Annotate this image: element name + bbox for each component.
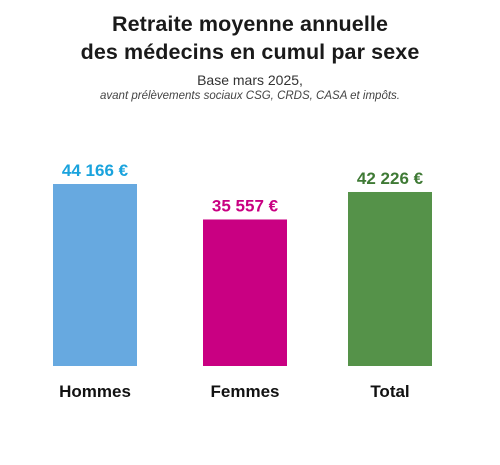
chart-title-line-1: Retraite moyenne annuelle bbox=[111, 12, 389, 36]
bar-hommes bbox=[53, 184, 137, 366]
bar-value-label-femmes: 35 557 € bbox=[212, 196, 279, 215]
bar-total bbox=[348, 191, 432, 366]
category-label-hommes: Hommes bbox=[59, 382, 131, 401]
bar-femmes bbox=[203, 219, 287, 366]
category-label-total: Total bbox=[370, 382, 409, 401]
chart-header: Retraite moyenne annuelle des médecins e… bbox=[0, 10, 500, 104]
bar-value-label-total: 42 226 € bbox=[357, 169, 424, 188]
chart-note: avant prélèvements sociaux CSG, CRDS, CA… bbox=[100, 90, 400, 102]
category-label-femmes: Femmes bbox=[211, 382, 280, 401]
chart-title-line-2: des médecins en cumul par sexe bbox=[80, 40, 420, 64]
bar-value-label-hommes: 44 166 € bbox=[62, 161, 129, 180]
chart-subtitle: Base mars 2025, bbox=[197, 72, 303, 88]
